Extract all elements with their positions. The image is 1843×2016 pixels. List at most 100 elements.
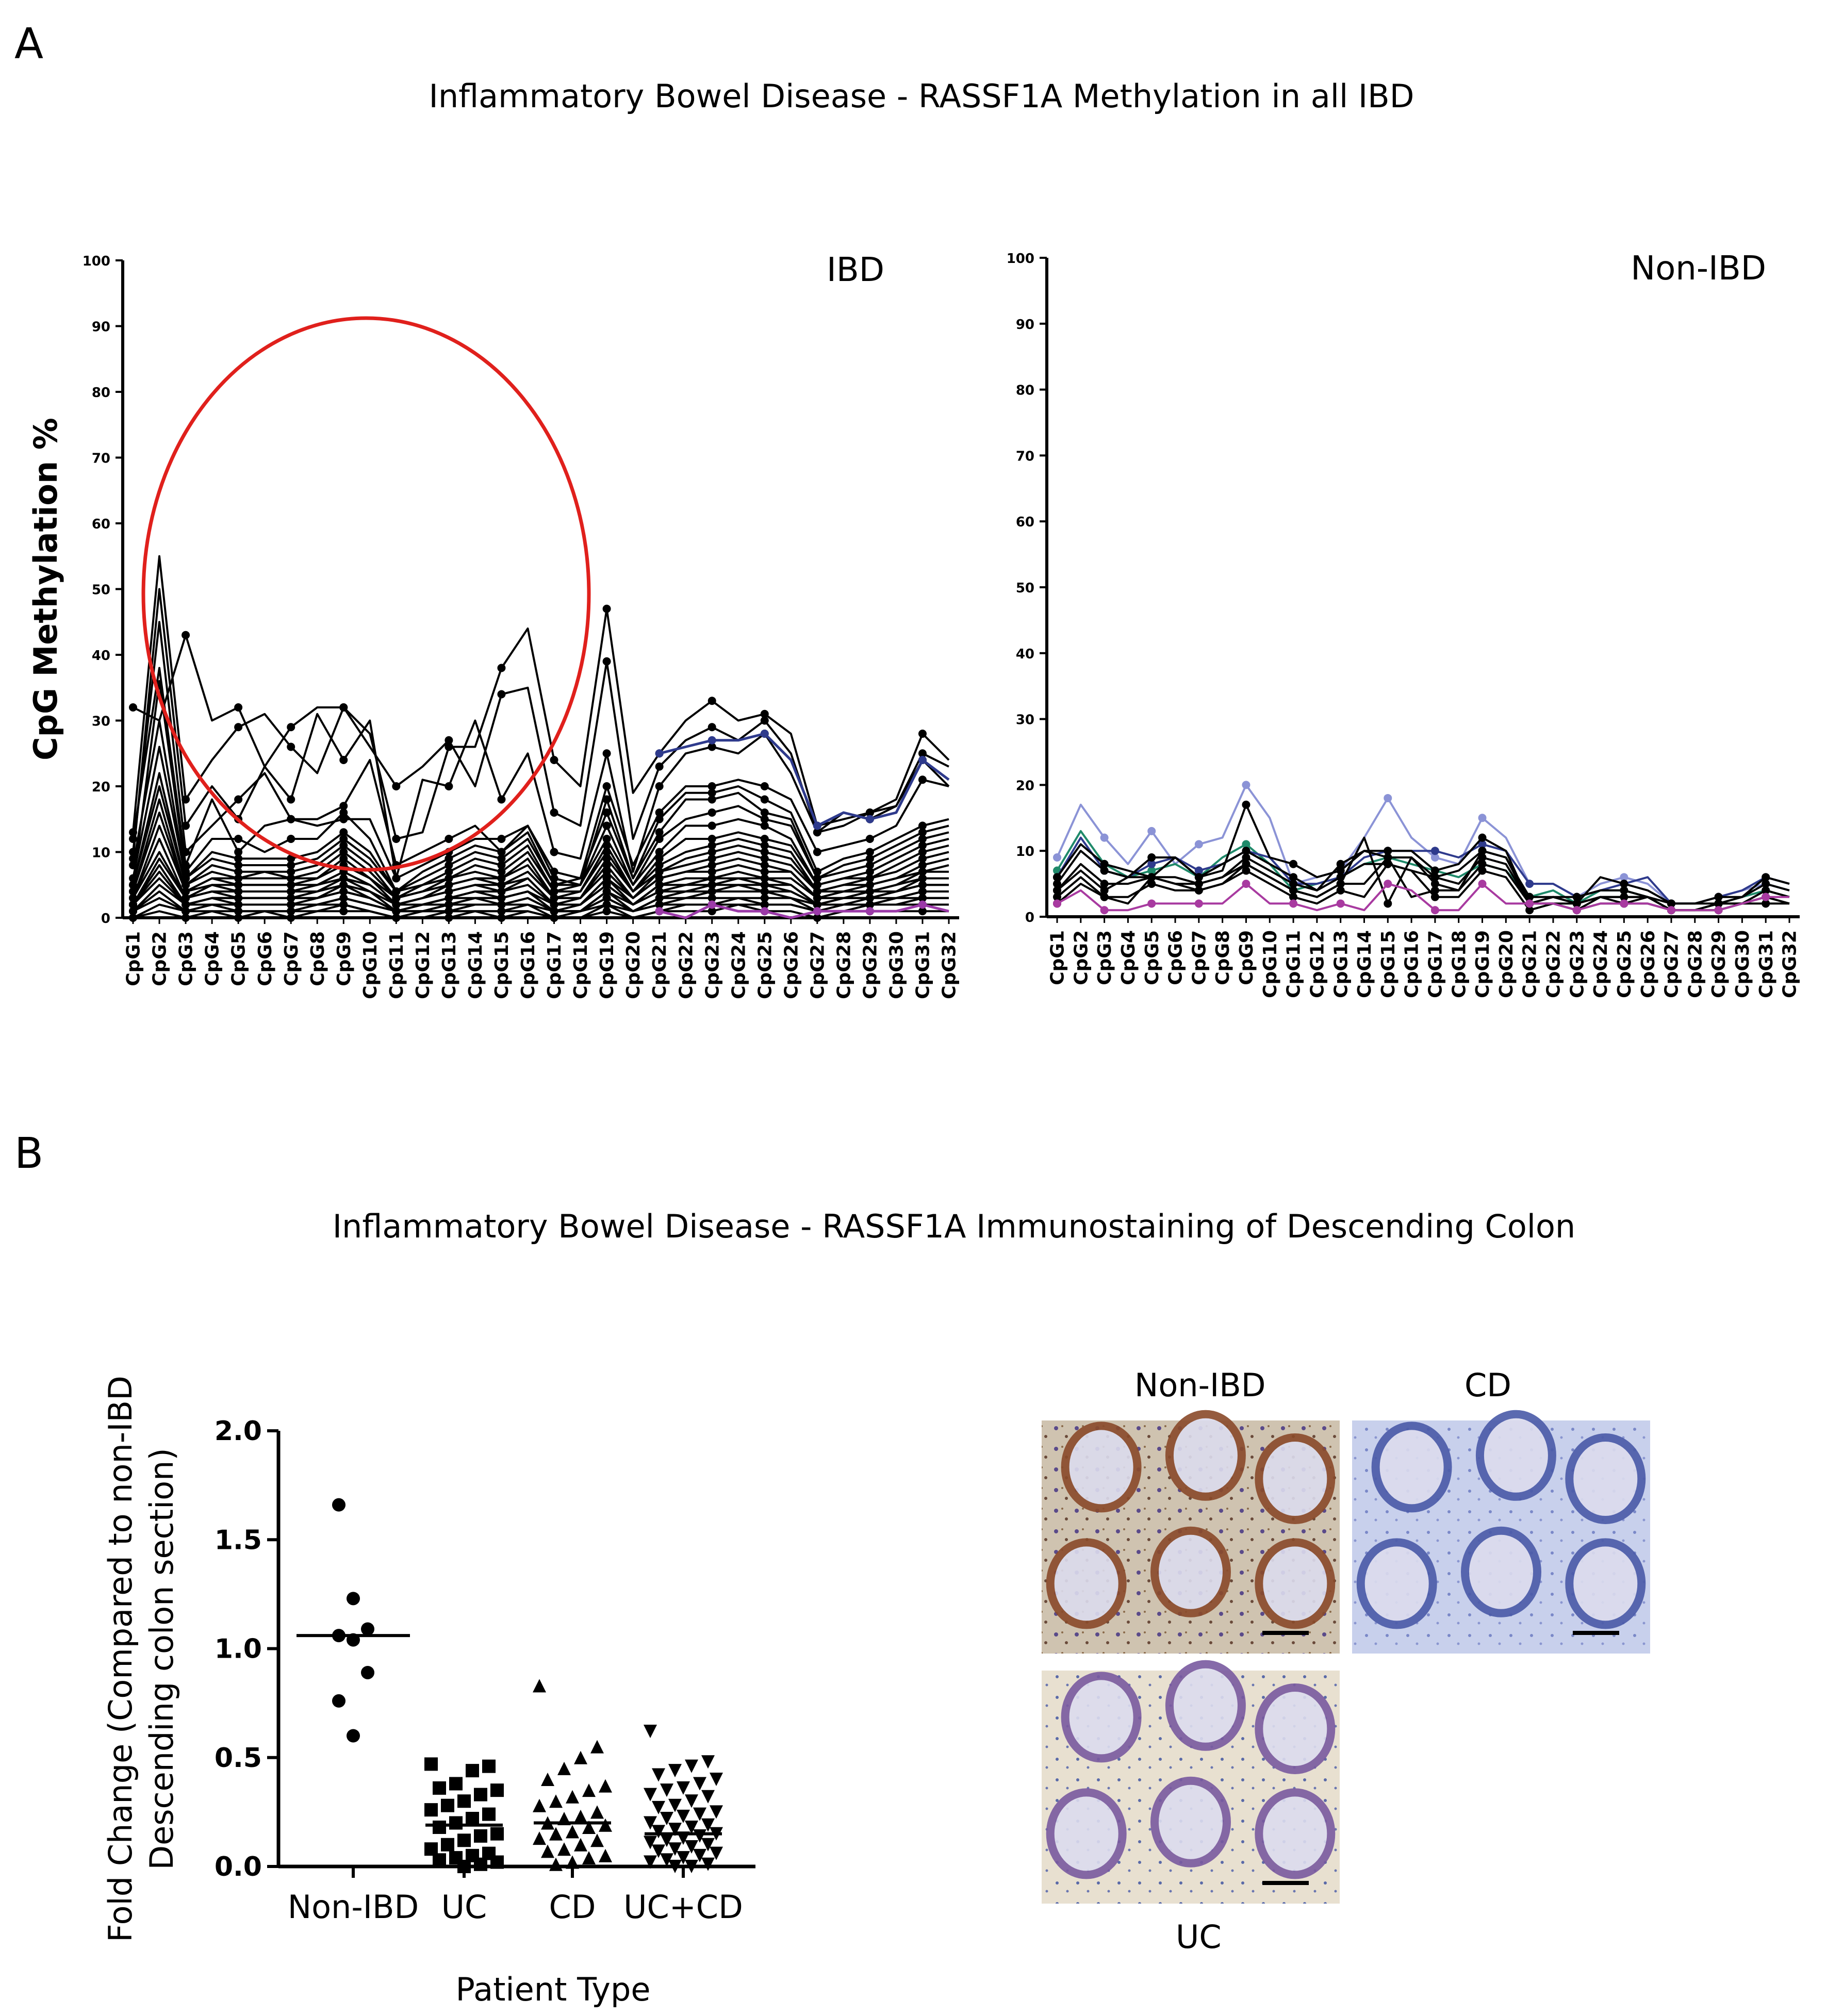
- crypt: [1475, 1410, 1556, 1501]
- data-point: [813, 821, 821, 830]
- data-point: [392, 914, 401, 922]
- data-point: [1762, 893, 1770, 901]
- data-point: [445, 907, 453, 916]
- data-point: [602, 841, 611, 850]
- histology-label-cd: CD: [1464, 1366, 1512, 1404]
- data-point: [347, 1592, 360, 1606]
- x-axis-title: Patient Type: [456, 1971, 651, 2008]
- data-point: [533, 1831, 546, 1845]
- data-point: [701, 1790, 715, 1804]
- data-point: [550, 808, 558, 817]
- data-point: [497, 867, 506, 876]
- data-point: [550, 900, 558, 909]
- data-point: [234, 703, 243, 712]
- data-point: [760, 907, 769, 916]
- data-point: [339, 894, 348, 902]
- data-point: [533, 1798, 546, 1812]
- x-tick-label: CpG24: [728, 931, 749, 999]
- y-tick-label: 20: [92, 780, 110, 795]
- data-point: [550, 848, 558, 856]
- data-point: [1147, 873, 1156, 882]
- y-tick-label: 50: [92, 583, 110, 598]
- data-point: [660, 1812, 673, 1826]
- x-tick-label: CD: [549, 1888, 596, 1926]
- data-point: [693, 1807, 706, 1821]
- data-point: [566, 1790, 579, 1804]
- data-point: [918, 894, 927, 902]
- data-point: [445, 782, 453, 790]
- data-point: [813, 907, 821, 916]
- data-point: [602, 867, 611, 876]
- data-point: [707, 788, 716, 797]
- data-point: [918, 854, 927, 863]
- data-point: [1430, 906, 1439, 915]
- data-point: [1430, 893, 1439, 901]
- y-axis-title-line2: Descending colon section): [143, 1448, 180, 1870]
- data-point: [1242, 853, 1250, 862]
- y-tick-label: 70: [92, 451, 110, 467]
- y-tick-label: 50: [1016, 581, 1034, 596]
- y-tick-label: 60: [1016, 515, 1034, 530]
- series-line: [132, 621, 949, 880]
- data-point: [490, 1855, 504, 1869]
- data-point: [234, 914, 243, 922]
- data-point: [655, 907, 664, 916]
- data-point: [1289, 893, 1298, 901]
- data-point: [392, 874, 401, 883]
- data-point: [1620, 899, 1628, 908]
- data-point: [865, 907, 874, 916]
- data-point: [918, 867, 927, 876]
- series-line: [132, 772, 949, 899]
- data-point: [550, 894, 558, 902]
- data-point: [497, 907, 506, 916]
- crypt: [1255, 1683, 1336, 1774]
- data-point: [1242, 840, 1250, 849]
- data-point: [602, 848, 611, 856]
- data-point: [339, 841, 348, 850]
- data-point: [760, 894, 769, 902]
- x-tick-label: CpG32: [1780, 930, 1801, 998]
- data-point: [1336, 899, 1345, 908]
- data-point: [760, 709, 769, 718]
- series-line: [132, 588, 950, 880]
- data-point: [182, 631, 190, 639]
- data-point: [287, 723, 295, 732]
- data-point: [760, 815, 769, 823]
- y-tick-label: 70: [1016, 449, 1034, 464]
- histology-label-non-ibd: Non-IBD: [1134, 1366, 1266, 1404]
- data-point: [497, 881, 506, 889]
- data-point: [602, 907, 611, 916]
- data-point: [392, 900, 401, 909]
- data-point: [660, 1833, 673, 1847]
- data-point: [655, 854, 664, 863]
- data-point: [652, 1800, 665, 1814]
- data-point: [1336, 880, 1345, 888]
- data-point: [918, 730, 927, 738]
- data-point: [392, 894, 401, 902]
- y-axis-title: CpG Methylation %: [27, 418, 64, 761]
- data-point: [339, 808, 348, 817]
- data-point: [760, 861, 769, 869]
- data-point: [550, 914, 558, 922]
- y-tick-label: 90: [92, 320, 110, 335]
- data-point: [339, 815, 348, 823]
- data-point: [1525, 906, 1534, 915]
- data-point: [1478, 847, 1487, 855]
- data-point: [234, 795, 243, 804]
- series-line: [132, 667, 949, 886]
- data-point: [602, 604, 611, 613]
- data-point: [287, 867, 295, 876]
- data-point: [668, 1860, 682, 1873]
- x-tick-label: CpG8: [1212, 930, 1233, 985]
- data-point: [602, 874, 611, 883]
- data-point: [760, 716, 769, 725]
- data-point: [1194, 866, 1203, 875]
- x-tick-label: CpG16: [518, 931, 539, 999]
- data-point: [655, 874, 664, 883]
- data-point: [813, 848, 821, 856]
- x-tick-label: CpG29: [860, 931, 881, 999]
- x-tick-label: CpG32: [939, 931, 960, 999]
- data-point: [182, 914, 190, 922]
- x-tick-label: CpG25: [1614, 930, 1635, 998]
